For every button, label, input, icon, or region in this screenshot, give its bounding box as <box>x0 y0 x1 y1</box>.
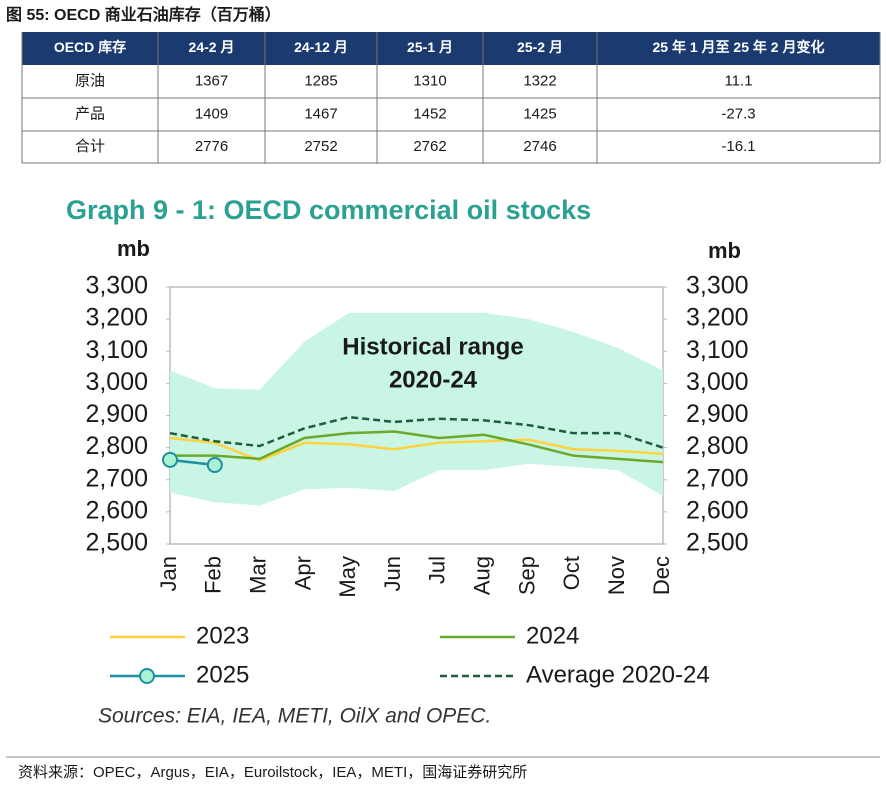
x-tick-label: Apr <box>290 556 315 590</box>
table-cell: 1367 <box>195 72 228 89</box>
y-tick-label: 3,100 <box>85 336 148 364</box>
table-cell: -27.3 <box>721 105 755 122</box>
x-tick-label: Jan <box>156 556 181 591</box>
y2-axis-label: mb <box>708 238 741 263</box>
chart-title: Graph 9 - 1: OECD commercial oil stocks <box>66 195 591 225</box>
table-cell: -16.1 <box>721 138 755 155</box>
x-tick-label: May <box>335 556 360 598</box>
table-cell: 1467 <box>304 105 337 122</box>
table-header-cell: OECD 库存 <box>54 39 126 55</box>
y-axis-label: mb <box>117 236 150 261</box>
table-cell: 2762 <box>413 138 446 155</box>
y-tick-label: 2,500 <box>85 529 148 557</box>
x-tick-label: Mar <box>245 556 270 594</box>
series-line <box>169 415 664 449</box>
x-tick-label: Feb <box>201 556 226 594</box>
x-tick-label: Nov <box>604 556 629 595</box>
table-cell: 1285 <box>304 72 337 89</box>
y2-tick-label: 2,500 <box>686 529 749 557</box>
source: 资料来源：OPEC，Argus，EIA，Euroilstock，IEA，METI… <box>18 764 527 781</box>
table-header-cell: 24-2 月 <box>189 39 235 55</box>
table-header-cell: 25-2 月 <box>517 39 563 55</box>
table-header-bg <box>22 32 880 65</box>
table-cell: 合计 <box>75 138 105 155</box>
series-marker <box>162 451 178 468</box>
x-tick-label: Sep <box>514 556 539 595</box>
y2-tick-label: 2,700 <box>686 464 749 492</box>
table-cell: 1452 <box>413 105 446 122</box>
table-cell: 原油 <box>75 72 105 89</box>
y-tick-label: 3,300 <box>85 272 148 300</box>
table-cell: 2752 <box>304 138 337 155</box>
table-cell: 1310 <box>413 72 446 89</box>
x-tick-label: Oct <box>559 556 584 590</box>
table-cell: 1322 <box>523 72 556 89</box>
legend-marker <box>139 668 155 684</box>
y-tick-label: 2,800 <box>85 432 148 460</box>
annotation: Historical range <box>342 333 523 360</box>
x-tick-label: Aug <box>470 556 495 595</box>
y2-tick-label: 3,200 <box>686 304 749 332</box>
y-tick-label: 2,900 <box>85 400 148 428</box>
table-cell: 2746 <box>523 138 556 155</box>
legend-label: 2024 <box>526 622 579 649</box>
table-cell: 1409 <box>195 105 228 122</box>
table-cell: 11.1 <box>724 72 752 89</box>
y2-tick-label: 2,900 <box>686 400 749 428</box>
table-cell: 产品 <box>75 105 105 122</box>
table-cell: 1425 <box>523 105 556 122</box>
y2-tick-label: 3,300 <box>686 272 749 300</box>
y-tick-label: 2,700 <box>85 464 148 492</box>
y2-tick-label: 2,600 <box>686 496 749 524</box>
table-header-cell: 25-1 月 <box>407 39 453 55</box>
series-marker <box>206 456 223 473</box>
legend-label: 2023 <box>196 622 249 649</box>
y2-tick-label: 3,100 <box>686 336 749 364</box>
y2-tick-label: 2,800 <box>686 432 749 460</box>
legend-label: Average 2020-24 <box>526 661 710 688</box>
table-cell: 2776 <box>195 138 228 155</box>
y2-tick-label: 3,000 <box>686 368 749 396</box>
x-tick-label: Dec <box>649 556 674 595</box>
chart-note: Sources: EIA, IEA, METI, OilX and OPEC. <box>98 705 491 728</box>
table-header-cell: 25 年 1 月至 25 年 2 月变化 <box>653 39 825 55</box>
y-tick-label: 3,000 <box>85 368 148 396</box>
y-tick-label: 2,600 <box>85 496 148 524</box>
range-area <box>170 312 663 506</box>
figure-title: 图 55: OECD 商业石油库存（百万桶） <box>6 5 281 24</box>
x-tick-label: Jun <box>380 556 405 591</box>
table-header-cell: 24-12 月 <box>294 39 348 55</box>
annotation: 2020-24 <box>389 366 478 393</box>
legend-label: 2025 <box>196 661 249 688</box>
series-line <box>170 430 664 464</box>
x-tick-label: Jul <box>425 556 450 584</box>
y-tick-label: 3,200 <box>85 304 148 332</box>
